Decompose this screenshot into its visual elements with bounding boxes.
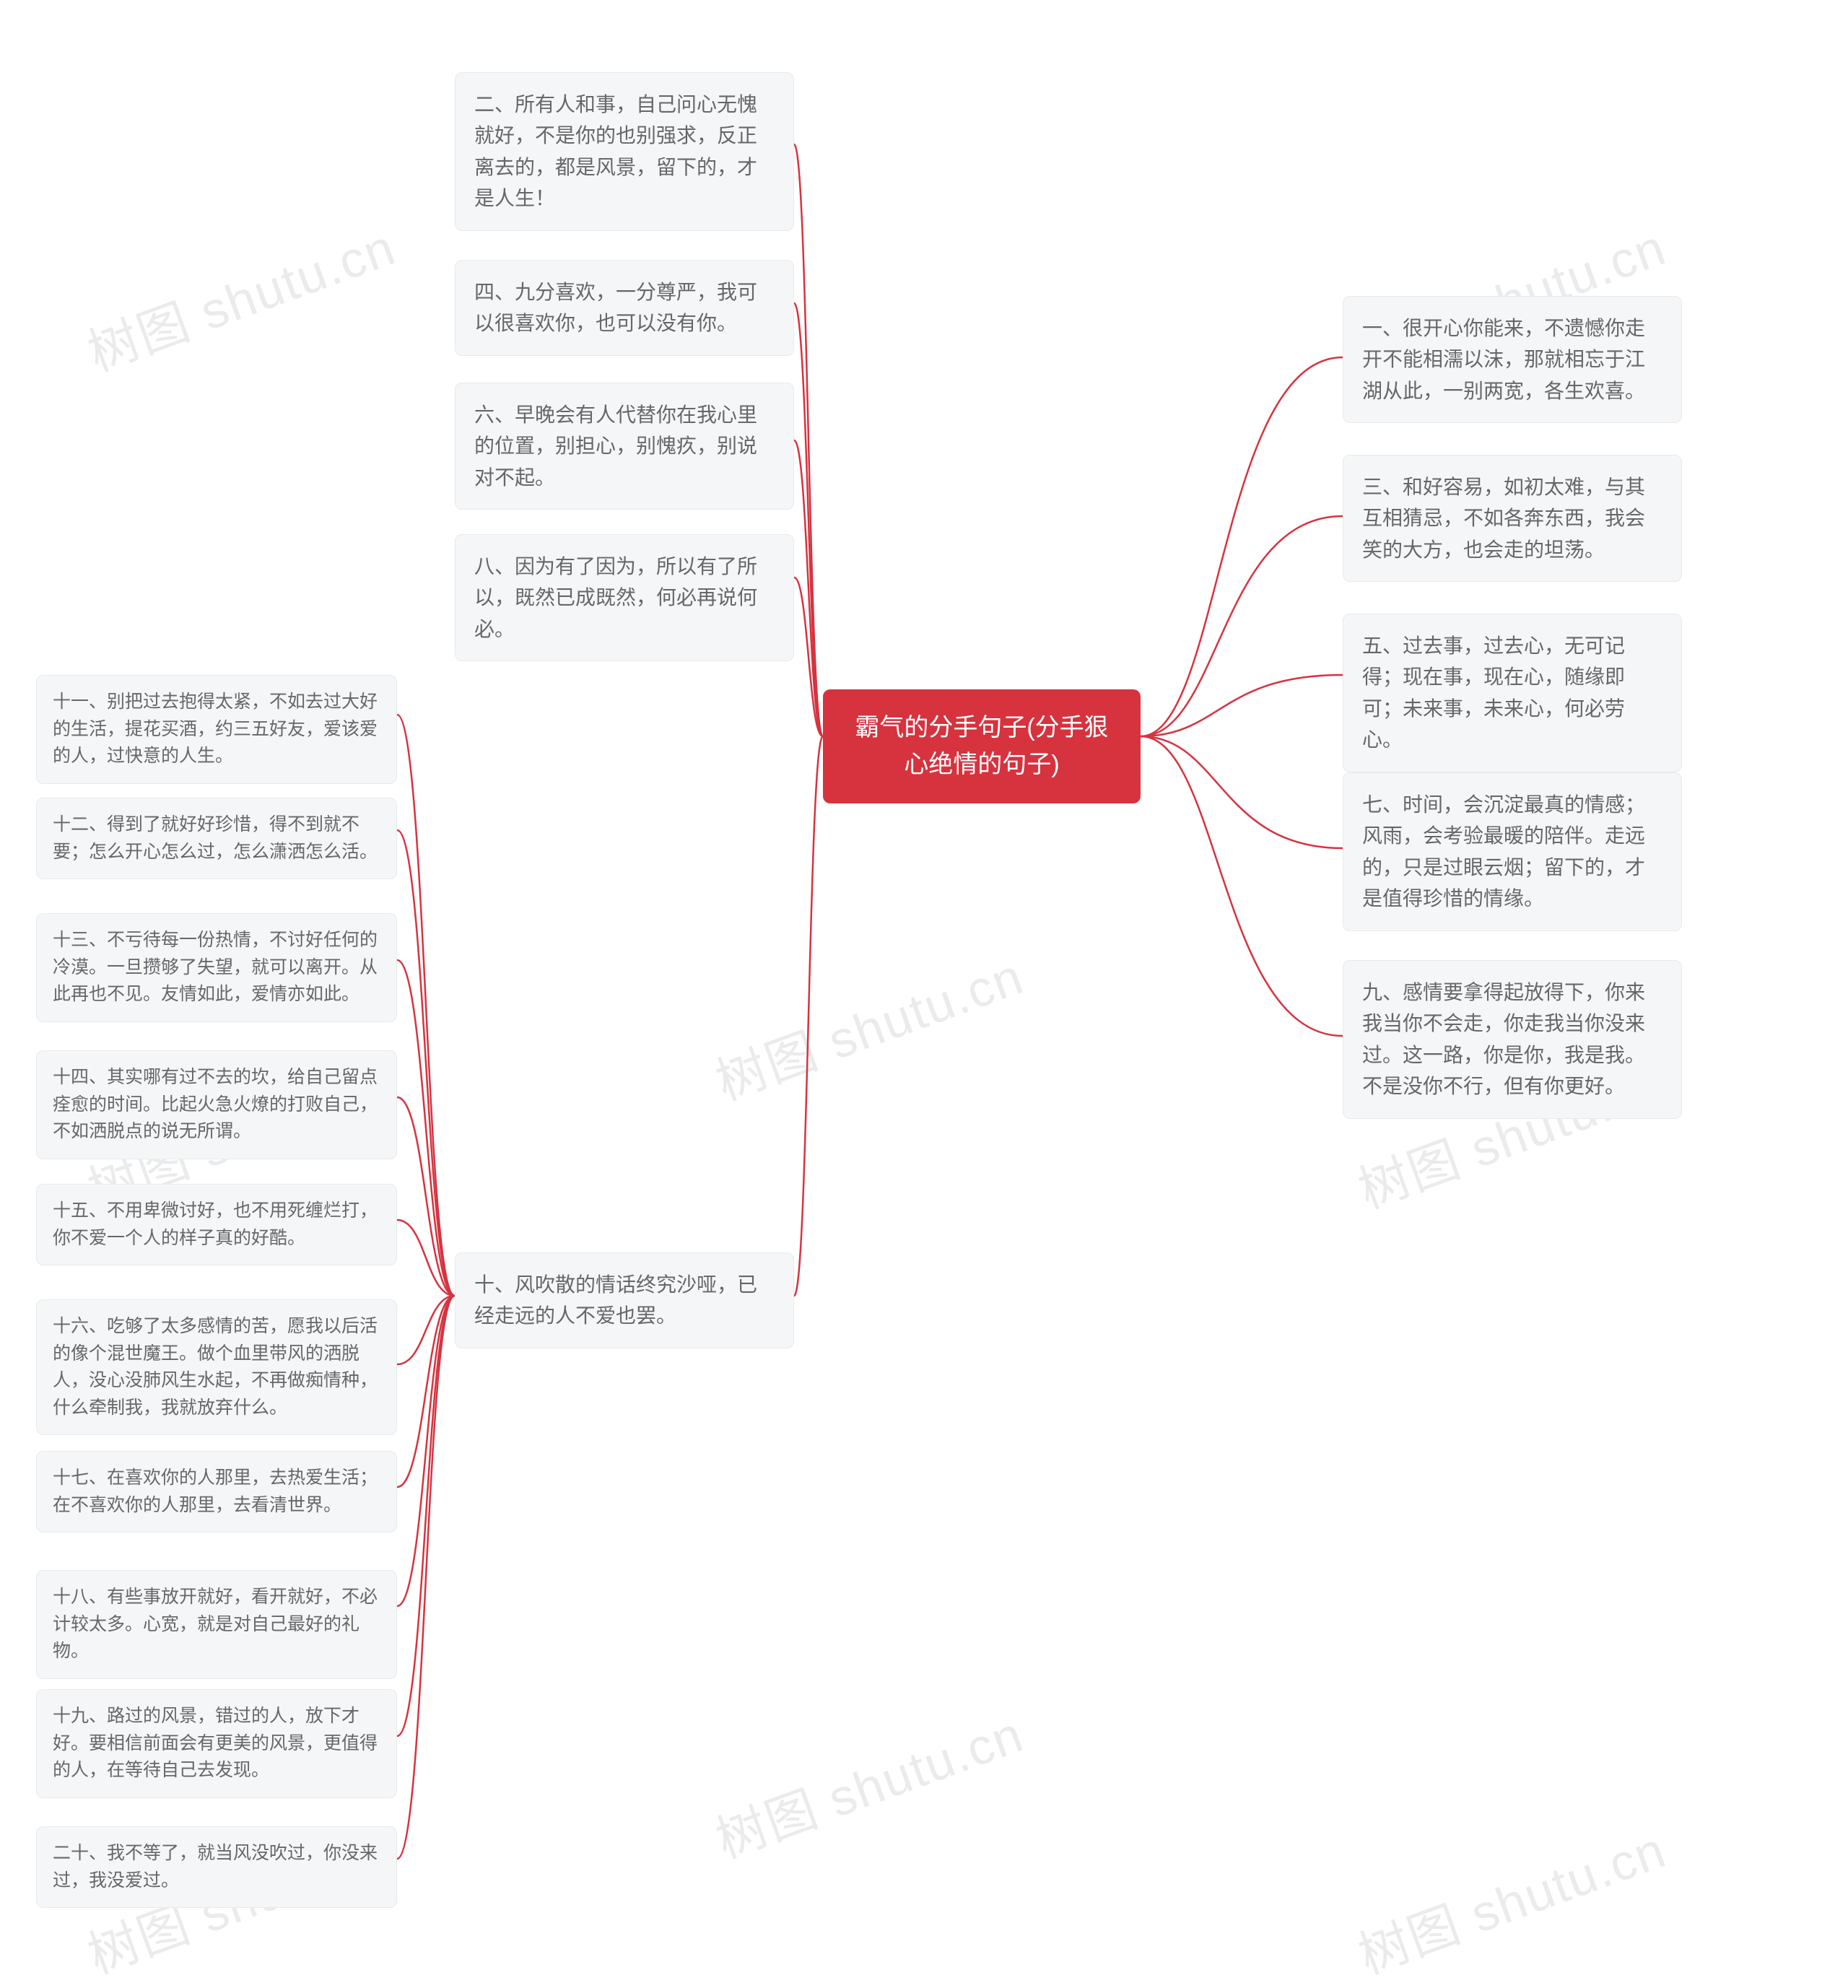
node-leaf-15[interactable]: 十五、不用卑微讨好，也不用死缠烂打，你不爱一个人的样子真的好酷。 bbox=[36, 1184, 397, 1265]
node-leaf-19[interactable]: 十九、路过的风景，错过的人，放下才好。要相信前面会有更美的风景，更值得的人，在等… bbox=[36, 1689, 397, 1798]
watermark: 树图 shutu.cn bbox=[705, 936, 1032, 1115]
node-right-7[interactable]: 七、时间，会沉淀最真的情感；风雨，会考验最暖的陪伴。走远的，只是过眼云烟；留下的… bbox=[1343, 772, 1682, 931]
watermark: 树图 shutu.cn bbox=[705, 1694, 1032, 1873]
node-leaf-11[interactable]: 十一、别把过去抱得太紧，不如去过大好的生活，提花买酒，约三五好友，爱该爱的人，过… bbox=[36, 675, 397, 784]
node-leaf-17[interactable]: 十七、在喜欢你的人那里，去热爱生活；在不喜欢你的人那里，去看清世界。 bbox=[36, 1451, 397, 1533]
node-leaf-20[interactable]: 二十、我不等了，就当风没吹过，你没来过，我没爱过。 bbox=[36, 1826, 397, 1908]
node-leaf-12[interactable]: 十二、得到了就好好珍惜，得不到就不要；怎么开心怎么过，怎么潇洒怎么活。 bbox=[36, 798, 397, 879]
node-leaf-14[interactable]: 十四、其实哪有过不去的坎，给自己留点痊愈的时间。比起火急火燎的打败自己，不如洒脱… bbox=[36, 1050, 397, 1159]
node-leaf-18[interactable]: 十八、有些事放开就好，看开就好，不必计较太多。心宽，就是对自己最好的礼物。 bbox=[36, 1570, 397, 1679]
node-left-2[interactable]: 二、所有人和事，自己问心无愧就好，不是你的也别强求，反正离去的，都是风景，留下的… bbox=[455, 72, 794, 231]
node-leaf-16[interactable]: 十六、吃够了太多感情的苦，愿我以后活的像个混世魔王。做个血里带风的洒脱人，没心没… bbox=[36, 1299, 397, 1435]
node-left-4[interactable]: 四、九分喜欢，一分尊严，我可以很喜欢你，也可以没有你。 bbox=[455, 260, 794, 356]
node-right-1[interactable]: 一、很开心你能来，不遗憾你走开不能相濡以沫，那就相忘于江湖从此，一别两宽，各生欢… bbox=[1343, 296, 1682, 423]
node-right-9[interactable]: 九、感情要拿得起放得下，你来我当你不会走，你走我当你没来过。这一路，你是你，我是… bbox=[1343, 960, 1682, 1119]
node-leaf-13[interactable]: 十三、不亏待每一份热情，不讨好任何的冷漠。一旦攒够了失望，就可以离开。从此再也不… bbox=[36, 913, 397, 1022]
watermark: 树图 shutu.cn bbox=[77, 207, 404, 385]
mindmap-canvas: 树图 shutu.cn 树图 shutu.cn 树图 shutu.cn 树图 s… bbox=[0, 0, 1848, 1930]
node-left-8[interactable]: 八、因为有了因为，所以有了所以，既然已成既然，何必再说何必。 bbox=[455, 534, 794, 661]
node-left-10[interactable]: 十、风吹散的情话终究沙哑，已经走远的人不爱也罢。 bbox=[455, 1252, 794, 1348]
node-right-3[interactable]: 三、和好容易，如初太难，与其互相猜忌，不如各奔东西，我会笑的大方，也会走的坦荡。 bbox=[1343, 455, 1682, 582]
watermark: 树图 shutu.cn bbox=[1347, 1810, 1675, 1988]
node-right-5[interactable]: 五、过去事，过去心，无可记得；现在事，现在心，随缘即可；未来事，未来心，何必劳心… bbox=[1343, 614, 1682, 772]
center-node[interactable]: 霸气的分手句子(分手狠心绝情的句子) bbox=[823, 689, 1141, 803]
node-left-6[interactable]: 六、早晚会有人代替你在我心里的位置，别担心，别愧疚，别说对不起。 bbox=[455, 383, 794, 510]
